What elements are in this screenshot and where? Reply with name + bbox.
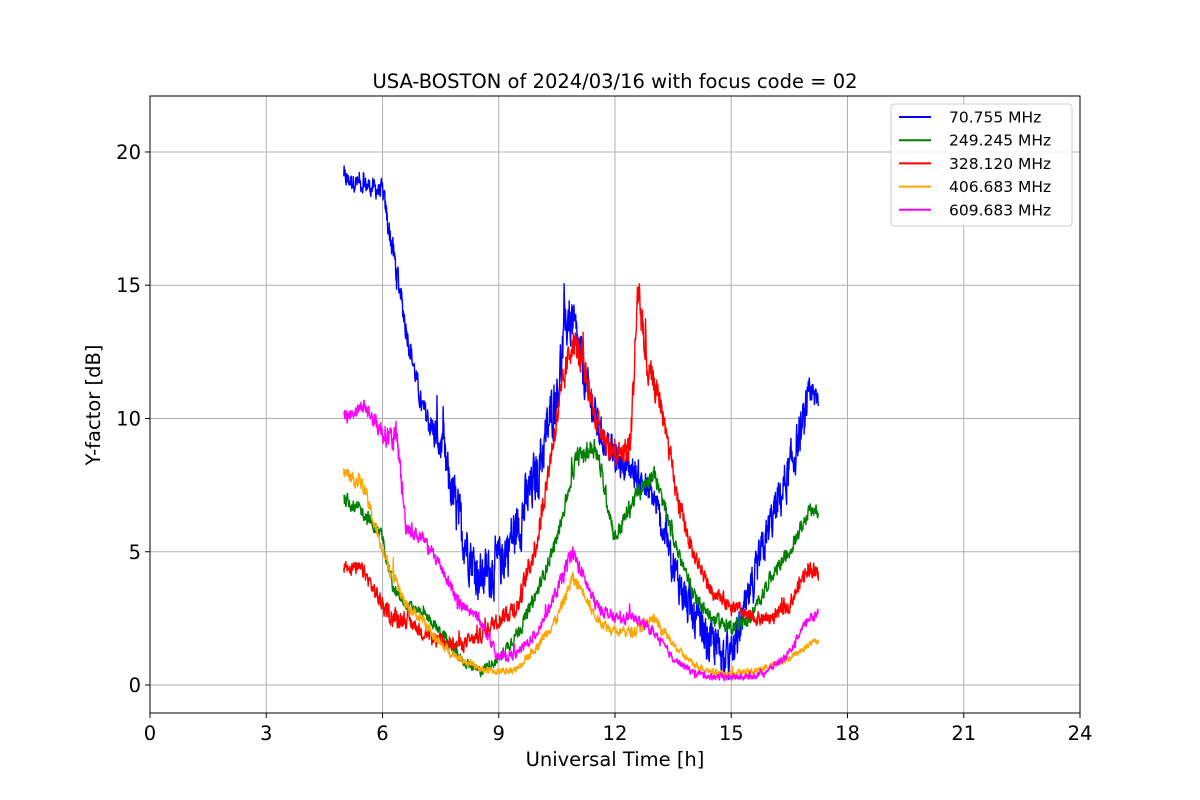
legend-label: 249.245 MHz <box>949 132 1051 150</box>
x-axis-label: Universal Time [h] <box>526 748 705 771</box>
y-tick-label: 15 <box>116 274 141 297</box>
x-tick-label: 24 <box>1068 722 1093 745</box>
series-line <box>343 283 820 653</box>
legend-label: 70.755 MHz <box>949 109 1041 127</box>
series-lines <box>343 165 820 682</box>
x-tick-label: 0 <box>144 722 156 745</box>
y-tick-label: 5 <box>129 541 141 564</box>
y-axis-label: Y-factor [dB] <box>82 345 105 467</box>
legend-box <box>890 103 1073 227</box>
legend: 70.755 MHz 249.245 MHz 328.120 MHz 406.683 … <box>890 103 1073 227</box>
x-tick-label: 21 <box>951 722 976 745</box>
x-tick-label: 18 <box>835 722 860 745</box>
legend-label: 328.120 MHz <box>949 155 1051 173</box>
chart-title: USA-BOSTON of 2024/03/16 with focus code… <box>372 70 857 93</box>
y-tick-label: 20 <box>116 141 141 164</box>
x-tick-label: 12 <box>603 722 628 745</box>
x-tick-label: 15 <box>719 722 744 745</box>
legend-label: 406.683 MHz <box>949 178 1051 196</box>
legend-label: 609.683 MHz <box>949 201 1051 219</box>
x-tick-label: 3 <box>260 722 272 745</box>
series-line <box>343 468 820 678</box>
y-tick-label: 0 <box>129 674 141 697</box>
axis-ticks: 0 3 6 9 12 15 18 21 24 0 5 10 15 20 <box>116 141 1092 745</box>
series-line <box>343 165 820 681</box>
series-line <box>343 439 820 678</box>
series-line <box>343 399 819 682</box>
x-tick-label: 6 <box>376 722 388 745</box>
plot-frame <box>149 95 1081 714</box>
y-tick-label: 10 <box>116 407 141 430</box>
x-tick-label: 9 <box>493 722 505 745</box>
